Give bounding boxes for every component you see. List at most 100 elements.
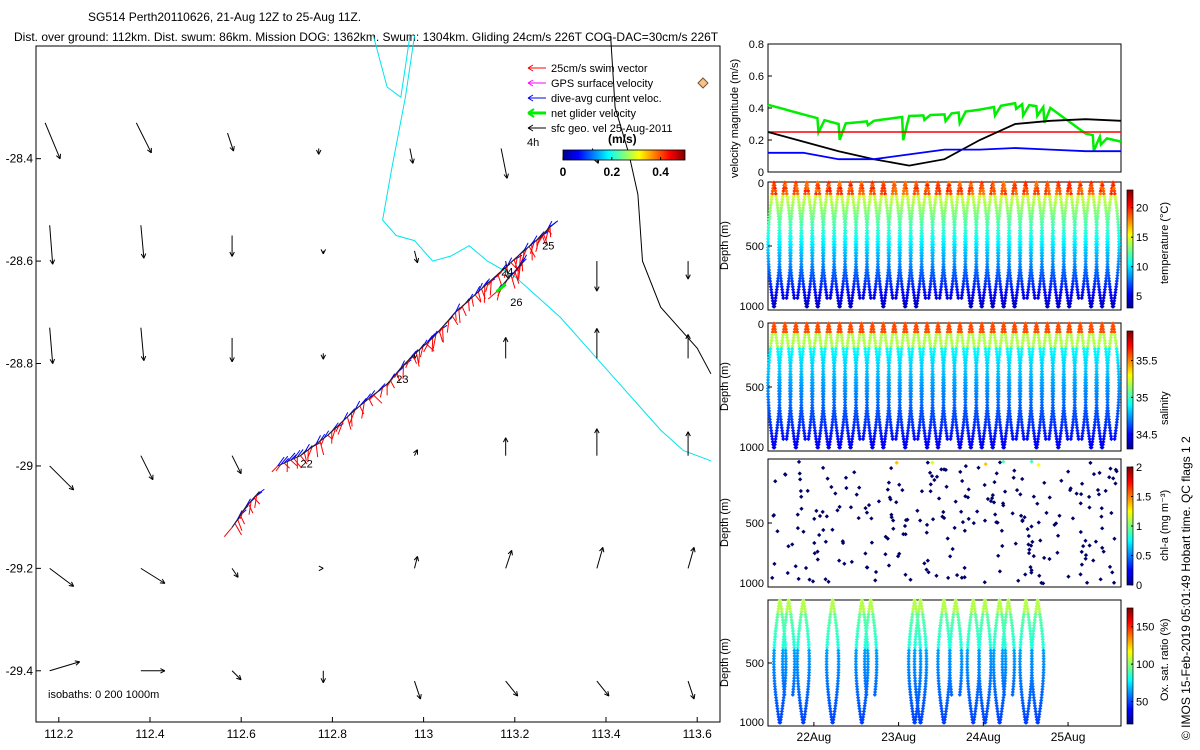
temperature-section-sample	[787, 211, 792, 216]
temperature-section-sample	[780, 194, 785, 199]
geo-vector	[316, 148, 322, 155]
map-x-tick-label: 112.2	[44, 727, 73, 741]
geo-vector-head	[685, 334, 691, 340]
temperature-section-sample	[767, 208, 773, 213]
temperature-section-sample	[766, 267, 772, 272]
legend-swim-label: 25cm/s swim vector	[551, 63, 648, 75]
temperature-section-sample	[774, 287, 779, 292]
geo-vector	[135, 122, 152, 154]
temperature-section-sample	[765, 236, 771, 242]
geo-vector	[409, 148, 415, 164]
geo-vector-head	[160, 668, 166, 674]
temperature-section-sample	[767, 211, 772, 216]
isobath-lines	[372, 35, 712, 462]
swim-vector	[497, 274, 503, 288]
swim-vector	[337, 420, 344, 435]
temperature-section-sample	[776, 250, 782, 256]
temperature-section-colorbar-label: temperature (°C)	[1159, 202, 1171, 284]
swim-vector	[234, 523, 242, 536]
geo-vector	[49, 660, 81, 672]
swim-vector	[415, 352, 420, 367]
swim-vector	[248, 503, 254, 514]
temperature-section-sample	[785, 197, 790, 202]
temperature-section-sample	[778, 273, 783, 278]
temperature-section-sample	[766, 228, 771, 233]
geo-vector	[596, 547, 605, 569]
swim-vector	[346, 416, 352, 430]
glider-track	[223, 220, 559, 537]
swim-vector	[254, 494, 258, 508]
geo-vector	[320, 353, 326, 360]
geo-vector-head	[74, 660, 81, 666]
temperature-section-sample	[766, 259, 771, 264]
velocity-panel: 00.20.40.60.8 velocity magnitude (m/s)	[729, 39, 1122, 179]
temperature-section-sample	[786, 279, 791, 284]
dac-vector	[296, 449, 304, 458]
temperature-section-sample	[781, 188, 786, 194]
dac-vector	[455, 303, 461, 313]
geo-vector	[413, 250, 420, 264]
temperature-section-sample	[778, 211, 783, 216]
temperature-section-sample	[770, 191, 775, 196]
geo-vector-shaft	[140, 225, 145, 259]
temperature-section-sample	[791, 197, 796, 202]
velocity-y-tick-label: 0.2	[749, 135, 764, 147]
speed-colorbar-tick-label: 0	[560, 165, 567, 179]
temperature-section-sample	[790, 202, 795, 208]
velocity-series	[767, 101, 1122, 167]
geo-vector-head	[229, 251, 235, 257]
temperature-section-sample	[770, 188, 775, 194]
geo-vector-shaft	[687, 680, 695, 700]
temperature-section-sample	[778, 214, 783, 219]
temperature-section-sample	[774, 200, 780, 205]
geo-vector-shaft	[140, 567, 166, 584]
temperature-section-sample	[785, 200, 791, 205]
temperature-section-sample	[774, 194, 779, 199]
temperature-section-sample	[777, 256, 782, 261]
temperature-section-colorbar-tick-label: 5	[1136, 291, 1142, 303]
geo-vector	[229, 235, 235, 257]
day-label: 23	[396, 374, 408, 386]
temperature-section-sample	[769, 197, 774, 202]
swim-vector	[529, 241, 535, 254]
geo-vector-shaft	[231, 568, 239, 578]
geo-vector	[413, 449, 419, 456]
geo-vector-shaft	[231, 670, 242, 681]
temperature-section-sample	[779, 284, 784, 289]
temperature-section-sample	[776, 248, 782, 253]
temperature-section-sample	[774, 290, 779, 295]
temperature-section-sample	[786, 205, 791, 211]
geo-vector-head	[690, 547, 696, 553]
temperature-section-sample	[769, 194, 774, 199]
swim-vector	[331, 427, 337, 439]
track-line	[277, 224, 552, 467]
swim-vector	[373, 394, 383, 404]
temperature-section-sample	[776, 276, 781, 281]
map-x-tick-label: 112.8	[318, 727, 347, 741]
swim-vector	[300, 455, 308, 465]
day-label: 25	[542, 241, 554, 253]
temperature-section-sample	[779, 281, 784, 287]
geo-vector	[229, 337, 235, 363]
temperature-section-sample	[772, 304, 777, 309]
geo-vector-shaft	[49, 567, 74, 587]
swim-vector	[549, 226, 552, 238]
swim-vector	[541, 235, 547, 245]
geo-vector-shaft	[140, 327, 145, 361]
swim-vector	[431, 337, 434, 353]
isobath-line	[382, 35, 712, 462]
swim-vector	[545, 228, 550, 241]
speed-colorbar-tick-label: 0.4	[652, 165, 669, 179]
geo-vector	[140, 327, 147, 361]
temperature-section-sample	[775, 281, 780, 287]
map-y-tick-label: -28.6	[6, 254, 34, 268]
geo-vector	[231, 455, 242, 475]
temperature-section-sample	[767, 217, 772, 222]
dac-vector	[354, 400, 361, 410]
temperature-section-sample	[796, 200, 801, 205]
geo-vector	[140, 668, 166, 674]
temperature-section-sample	[780, 191, 786, 196]
speed-colorbar-ramp	[562, 149, 686, 161]
temperature-section-sample	[766, 225, 771, 230]
